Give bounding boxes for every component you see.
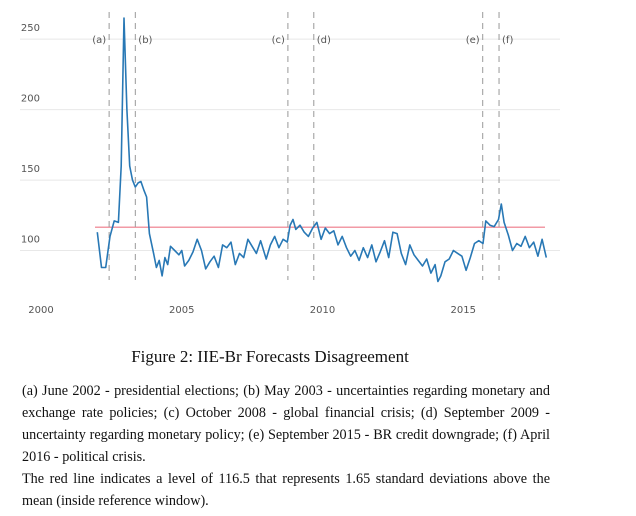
event-label: (d)	[317, 35, 331, 46]
event-label: (a)	[92, 35, 106, 46]
y-tick-label: 200	[21, 94, 40, 105]
y-tick-label: 250	[21, 23, 40, 34]
x-tick-label: 2015	[451, 305, 476, 316]
y-tick-label: 150	[21, 164, 40, 175]
event-label: (b)	[138, 35, 152, 46]
figure-caption: Figure 2: IIE-Br Forecasts Disagreement	[131, 347, 409, 366]
event-label: (f)	[502, 35, 513, 46]
data-line	[96, 17, 548, 283]
chart: 100 150 200 250 2000 2005 2010 2015 (a) (b) (c) (d)…	[20, 12, 560, 316]
event-label: (c)	[272, 35, 285, 46]
figure-notes: (a) June 2002 - presidential elections; …	[22, 380, 550, 512]
x-tick-label: 2010	[310, 305, 335, 316]
event-label: (e)	[466, 35, 480, 46]
note: The red line indicates a level of 116.5 …	[22, 471, 550, 509]
x-tick-label: 2005	[169, 305, 194, 316]
y-tick-label: 100	[21, 235, 40, 246]
x-tick-label: 2000	[28, 305, 53, 316]
note: (a) June 2002 - presidential elections; …	[22, 383, 550, 465]
